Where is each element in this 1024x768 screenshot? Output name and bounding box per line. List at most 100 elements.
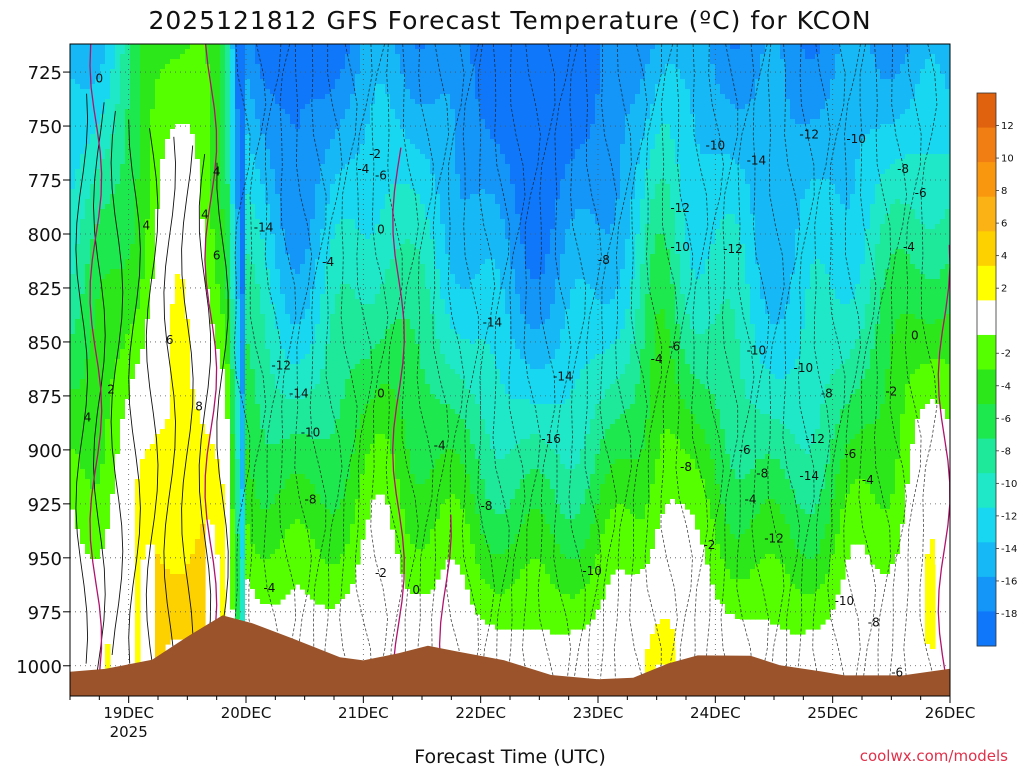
contour-label: -14 <box>254 221 274 235</box>
x-tick-label: 22DEC <box>455 704 506 722</box>
colorbar-swatch <box>977 404 996 440</box>
colorbar-swatch <box>977 473 996 509</box>
colorbar-swatch <box>977 93 996 129</box>
y-tick-label: 850 <box>28 333 62 354</box>
contour-label: -4 <box>745 493 757 507</box>
contour-label: -14 <box>747 154 767 168</box>
colorbar-label: -18 <box>1001 609 1017 620</box>
contour-label: -4 <box>322 255 334 269</box>
colorbar-swatch <box>977 265 996 301</box>
contour-label: -6 <box>915 186 927 200</box>
contour-label: -14 <box>799 469 819 483</box>
contour-label: 4 <box>84 410 92 424</box>
colorbar-swatch <box>977 507 996 543</box>
contour-label: 4 <box>213 164 221 178</box>
colorbar-label: -14 <box>1001 544 1017 555</box>
y-tick-label: 775 <box>28 171 62 192</box>
contour-label: -2 <box>369 147 381 161</box>
credit-text: coolwx.com/models <box>860 747 1008 765</box>
contour-label: -12 <box>723 242 743 256</box>
colorbar-label: 4 <box>1001 251 1007 262</box>
contour-label: -8 <box>868 616 880 630</box>
colorbar-label: 10 <box>1001 154 1014 165</box>
contour-label: -12 <box>764 531 784 545</box>
y-tick-label: 925 <box>28 495 62 516</box>
colorbar-swatch <box>977 127 996 163</box>
x-tick-label: 20DEC <box>221 704 272 722</box>
contour-label: 4 <box>142 218 150 232</box>
colorbar-swatch <box>977 162 996 198</box>
contour-label: 0 <box>377 223 385 237</box>
colorbar-swatch <box>977 300 996 336</box>
contour-label: -10 <box>835 594 855 608</box>
contour-label: -8 <box>821 387 833 401</box>
x-tick-label: 19DEC <box>103 704 154 722</box>
contour-label: -10 <box>846 132 866 146</box>
contour-lines <box>75 44 950 679</box>
colorbar-label: -10 <box>1001 479 1017 490</box>
contour-label: -10 <box>670 240 690 254</box>
colorbar-label: 8 <box>1001 186 1007 197</box>
contour-label: -16 <box>541 432 561 446</box>
colorbar-label: -4 <box>1001 381 1011 392</box>
contour-label: 6 <box>213 249 221 263</box>
colorbar-label: 12 <box>1001 121 1014 132</box>
contour-label: -10 <box>582 564 602 578</box>
contour-label: -10 <box>794 361 814 375</box>
contour-label: -2 <box>885 385 897 399</box>
y-tick-label: 825 <box>28 279 62 300</box>
contour-label: -2 <box>375 566 387 580</box>
colorbar-label: -8 <box>1001 446 1011 457</box>
x-tick-label: 25DEC <box>807 704 858 722</box>
y-tick-label: 875 <box>28 387 62 408</box>
colorbar-swatch <box>977 369 996 405</box>
contour-label: -4 <box>651 352 663 366</box>
contour-label: -14 <box>483 316 503 330</box>
contour-label: -14 <box>553 369 573 383</box>
contour-label: -8 <box>305 493 317 507</box>
contour-label: -12 <box>670 201 690 215</box>
contour-label: -8 <box>680 460 692 474</box>
contour-label: 2 <box>107 382 115 396</box>
contour-label: -8 <box>481 499 493 513</box>
contour-label: -6 <box>891 665 903 679</box>
contour-label: -6 <box>668 339 680 353</box>
contour-label: 4 <box>201 208 209 222</box>
contour-label: -4 <box>903 240 915 254</box>
y-tick-label: 900 <box>28 441 62 462</box>
contour-label: -10 <box>747 344 767 358</box>
contour-label: -8 <box>756 467 768 481</box>
x-axis-title: Forecast Time (UTC) <box>414 746 605 768</box>
colorbar: 12 10 8 6 4 2 -2 -4 -6 -8 -10 -12 -14 -16 -18 <box>976 92 1017 647</box>
contour-label: -12 <box>805 432 825 446</box>
contour-label: 0 <box>412 583 420 597</box>
y-tick-label: 725 <box>28 63 62 84</box>
colorbar-label: -16 <box>1001 576 1017 587</box>
terrain-surface <box>70 615 950 696</box>
colorbar-label: -12 <box>1001 511 1017 522</box>
y-tick-label: 1000 <box>16 657 62 678</box>
colorbar-swatch <box>977 542 996 578</box>
contour-label: -8 <box>598 253 610 267</box>
x-tick-label: 23DEC <box>573 704 624 722</box>
colorbar-swatch <box>977 196 996 232</box>
y-tick-label: 750 <box>28 117 62 138</box>
y-tick-label: 800 <box>28 225 62 246</box>
contour-label: -4 <box>357 162 369 176</box>
contour-label: -10 <box>706 138 726 152</box>
chart-title: 2025121812 GFS Forecast Temperature (ºC)… <box>148 6 871 35</box>
x-tick-label: 26DEC <box>925 704 976 722</box>
contour-label: -4 <box>862 473 874 487</box>
colorbar-label: -2 <box>1001 349 1011 360</box>
contour-label: 8 <box>195 400 203 414</box>
contour-label: -10 <box>301 426 321 440</box>
x-tick-label: 24DEC <box>690 704 741 722</box>
contour-label: -6 <box>844 447 856 461</box>
contour-label: -4 <box>263 581 275 595</box>
colorbar-swatch <box>977 611 996 647</box>
x-tick-label: 21DEC <box>338 704 389 722</box>
contour-label: 0 <box>377 387 385 401</box>
